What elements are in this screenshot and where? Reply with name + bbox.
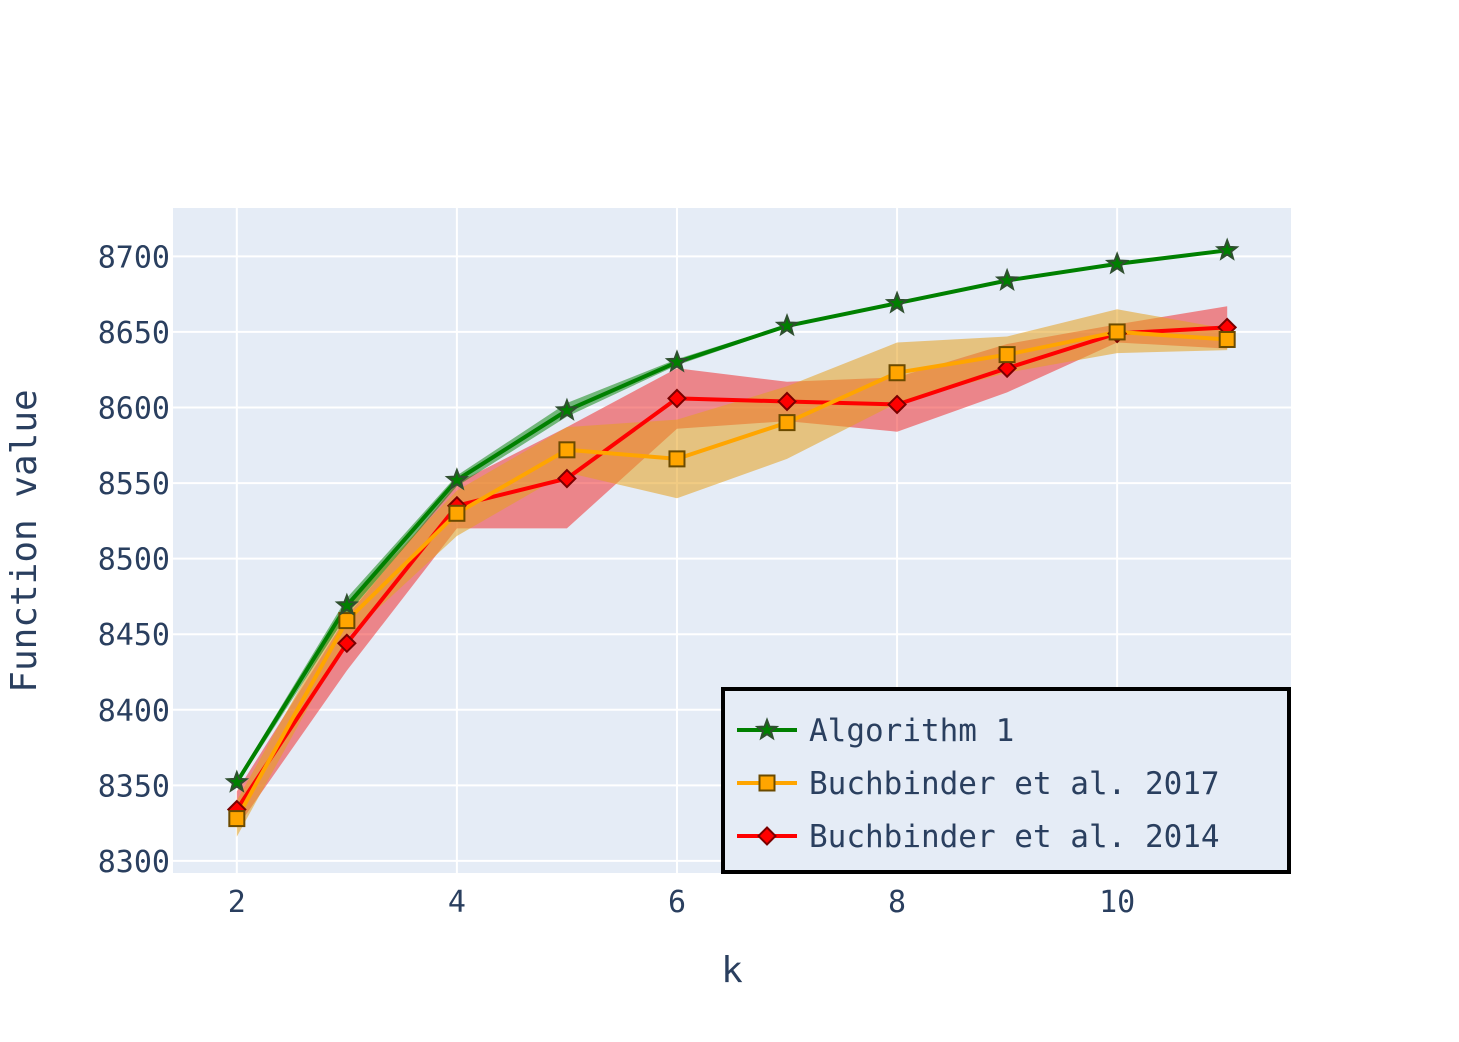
y-tick-label: 8400 bbox=[98, 694, 170, 729]
data-point bbox=[998, 346, 1016, 364]
confidence-band bbox=[236, 309, 1228, 837]
data-point bbox=[777, 391, 797, 412]
legend-box bbox=[721, 687, 1291, 874]
data-point bbox=[554, 397, 580, 421]
y-tick-label: 8500 bbox=[98, 543, 170, 578]
data-point bbox=[1218, 330, 1236, 348]
data-point bbox=[667, 388, 687, 409]
data-point bbox=[887, 394, 907, 415]
data-point bbox=[444, 467, 470, 491]
y-tick-label: 8550 bbox=[98, 467, 170, 502]
data-point bbox=[557, 468, 577, 489]
x-axis-ticks: 2 4 6 8 10 bbox=[228, 885, 1135, 920]
series-markers bbox=[224, 237, 1240, 828]
data-point bbox=[778, 414, 796, 432]
y-axis-ticks: 8300 8350 8400 8450 8500 8550 8600 8650 8700 bbox=[98, 240, 170, 880]
legend-label: Algorithm 1 bbox=[809, 713, 1014, 749]
legend-label: Buchbinder et al. 2014 bbox=[809, 819, 1220, 855]
series-lines bbox=[235, 248, 1228, 820]
data-point bbox=[1214, 237, 1240, 261]
series-line bbox=[235, 325, 1228, 811]
data-point bbox=[558, 441, 576, 459]
x-tick-label: 2 bbox=[228, 885, 246, 920]
legend-label: Buchbinder et al. 2017 bbox=[809, 766, 1220, 802]
legend-marker bbox=[757, 826, 777, 846]
data-point bbox=[1104, 251, 1130, 275]
x-tick-label: 6 bbox=[668, 885, 686, 920]
series-line bbox=[235, 329, 1228, 820]
data-point bbox=[228, 810, 246, 828]
data-point bbox=[997, 358, 1018, 379]
confidence-bands bbox=[236, 248, 1228, 837]
data-point bbox=[668, 450, 686, 468]
y-tick-label: 8450 bbox=[98, 618, 170, 653]
y-tick-label: 8350 bbox=[98, 769, 170, 804]
data-point bbox=[338, 612, 356, 630]
y-tick-label: 8600 bbox=[98, 392, 170, 427]
data-point bbox=[224, 769, 250, 793]
data-point bbox=[1108, 323, 1126, 341]
x-axis-title: k bbox=[721, 950, 743, 991]
data-point bbox=[888, 364, 906, 382]
data-point bbox=[448, 504, 466, 522]
x-tick-label: 10 bbox=[1099, 885, 1135, 920]
data-point bbox=[664, 349, 690, 373]
data-point bbox=[334, 592, 360, 616]
legend: Algorithm 1 Buchbinder et al. 2017 Buchbin… bbox=[721, 687, 1291, 874]
y-tick-label: 8650 bbox=[98, 316, 170, 351]
y-axis-title: Function value bbox=[4, 389, 45, 692]
data-point bbox=[994, 267, 1020, 291]
data-point bbox=[336, 633, 357, 654]
x-tick-label: 8 bbox=[888, 885, 906, 920]
y-tick-label: 8300 bbox=[98, 845, 170, 880]
series-line bbox=[235, 248, 1228, 784]
legend-marker bbox=[758, 774, 776, 792]
y-tick-label: 8700 bbox=[98, 240, 170, 275]
data-point bbox=[774, 313, 800, 337]
data-point bbox=[884, 290, 910, 314]
legend-marker bbox=[754, 717, 780, 741]
x-tick-label: 4 bbox=[448, 885, 466, 920]
